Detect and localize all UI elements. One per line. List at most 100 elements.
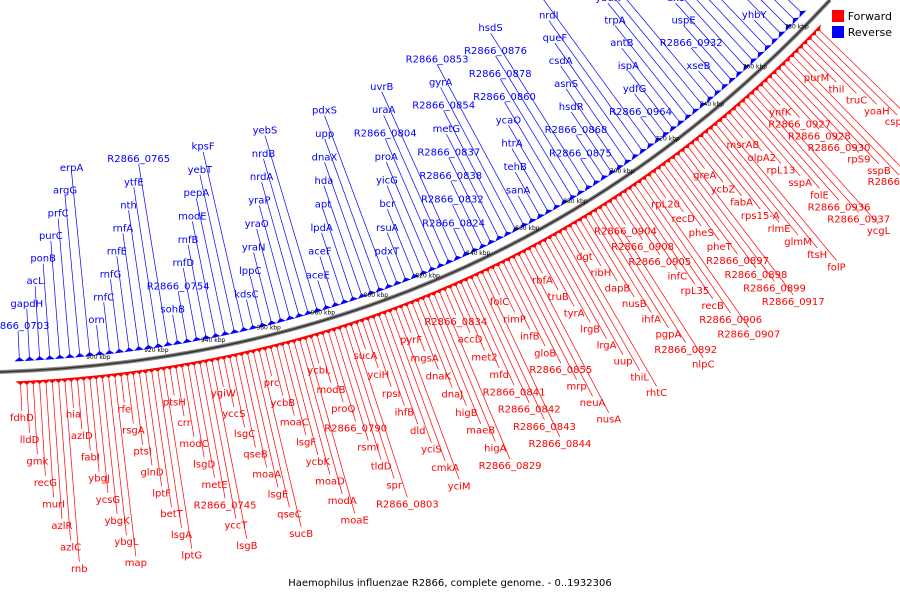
gene-leader-line (543, 238, 591, 323)
gene-leader-line (647, 172, 666, 198)
gene-label: trpA (604, 16, 625, 27)
gene-leader-line (333, 327, 369, 441)
gene-label: dnaJ (441, 390, 463, 401)
gene-label: yraN (242, 243, 266, 254)
gene-leader-line (26, 380, 30, 433)
gene-label: apt (315, 199, 331, 210)
gene-label: rsuA (376, 223, 399, 234)
gene-leader-line (202, 151, 245, 332)
gene-label: accD (458, 335, 483, 346)
gene-label: antB (610, 38, 633, 49)
gene-label: ptsH (163, 397, 186, 408)
gene-leader-line (786, 58, 900, 176)
gene-label: lsgA (171, 530, 192, 541)
gene-leader-line (240, 352, 267, 468)
gene-label: msrAB (727, 140, 760, 151)
gene-leader-line (133, 187, 159, 348)
gene-leader-line (594, 208, 669, 328)
gene-leader-line (259, 205, 291, 320)
gene-leader-line (747, 0, 783, 36)
gene-leader-line (614, 25, 689, 119)
gene-label: qseC (277, 509, 302, 520)
gene-label: gyrA (429, 78, 452, 89)
gene-label: gapdH (10, 299, 43, 310)
gene-leader-line (253, 252, 273, 325)
gene-label: ispA (618, 61, 639, 72)
gene-label: R2866_0745 (194, 500, 257, 511)
gene-leader-line (350, 322, 408, 498)
gene-label: truC (846, 95, 867, 106)
gene-label: R2866_0907 (717, 329, 780, 340)
gene-label: tehB (504, 162, 527, 173)
gene-leader-line (598, 205, 687, 343)
gene-label: rnfD (173, 258, 195, 269)
gene-label: purC (39, 231, 63, 242)
gene-label: dld (410, 426, 425, 437)
gene-leader-line (690, 47, 726, 88)
gene-label: rsmI (357, 443, 379, 454)
gene-leader-line (20, 381, 23, 412)
gene-leader-line (386, 185, 424, 275)
gene-leader-line (120, 372, 125, 403)
gene-leader-line (741, 99, 820, 189)
gene-label: R2866_0953 (868, 177, 900, 188)
gene-label: sucA (354, 351, 378, 362)
gene-leader-line (64, 195, 81, 358)
gene-leader-line (773, 70, 840, 142)
gene-label: higA (484, 444, 506, 455)
gene-leader-line (32, 380, 38, 455)
gene-leader-line (459, 280, 500, 369)
gene-label: crr (177, 418, 191, 429)
gene-leader-line (327, 329, 356, 422)
gene-label: rimP (503, 314, 526, 325)
gene-leader-line (533, 244, 559, 291)
gene-leader-line (310, 334, 320, 364)
gene-label: met2 (471, 352, 497, 363)
gene-leader-line (684, 0, 748, 69)
gene-leader-line (386, 208, 416, 278)
gene-leader-line (589, 211, 652, 313)
gene-leader-line (671, 155, 757, 269)
gene-label: azlD (71, 431, 93, 442)
gene-arrow (721, 84, 729, 91)
gene-leader-line (575, 134, 605, 179)
gene-label: nusA (596, 415, 621, 426)
kbp-tick-label: 880 kbp (563, 198, 588, 205)
gene-leader-line (603, 202, 704, 358)
gene-label: R2866_0790 (324, 423, 387, 434)
gene-leader-line (107, 374, 127, 536)
gene-leader-line (275, 343, 295, 416)
gene-leader-line (681, 148, 794, 296)
gene-label: hia (66, 410, 81, 421)
gene-leader-line (385, 161, 433, 271)
gene-leader-line (470, 275, 530, 403)
gene-leader-line (568, 223, 585, 251)
gene-leader-line (64, 378, 80, 562)
gene-label: rpsI (382, 389, 401, 400)
gene-label: R2866_0855 (529, 365, 592, 376)
gene-label: R2866_0937 (827, 214, 890, 225)
forward-gene-track: fdhD lldD gmk recG murI azlR azlC rnb hia azlD fab… (10, 24, 900, 575)
reverse-gene-track: R2866_0703 gapdH acL ponB purC prfC argG erpA or… (0, 0, 807, 362)
gene-label: ycbK (306, 457, 331, 468)
gene-label: sspB (867, 166, 891, 177)
gene-label: rps15-A (741, 211, 780, 222)
gene-leader-line (667, 158, 738, 255)
gene-label: R2866_0906 (699, 315, 762, 326)
gene-label: pyrF (400, 335, 422, 346)
gene-label: pepA (183, 188, 209, 199)
gene-leader-line (234, 353, 256, 448)
gene-label: glnD (140, 468, 163, 479)
gene-leader-line (324, 138, 381, 292)
gene-label: rpL13 (767, 165, 796, 176)
kbp-tick-label: 700 kbp (610, 168, 635, 175)
gene-label: R2866_0928 (788, 131, 851, 142)
gene-label: R2866_0837 (417, 147, 480, 158)
gene-leader-line (613, 196, 643, 240)
gene-label: sohB (160, 305, 185, 316)
gene-label: folE (810, 190, 829, 201)
gene-leader-line (175, 364, 185, 417)
gene-label: R2866_0876 (464, 46, 527, 57)
gene-leader-line (76, 377, 83, 430)
